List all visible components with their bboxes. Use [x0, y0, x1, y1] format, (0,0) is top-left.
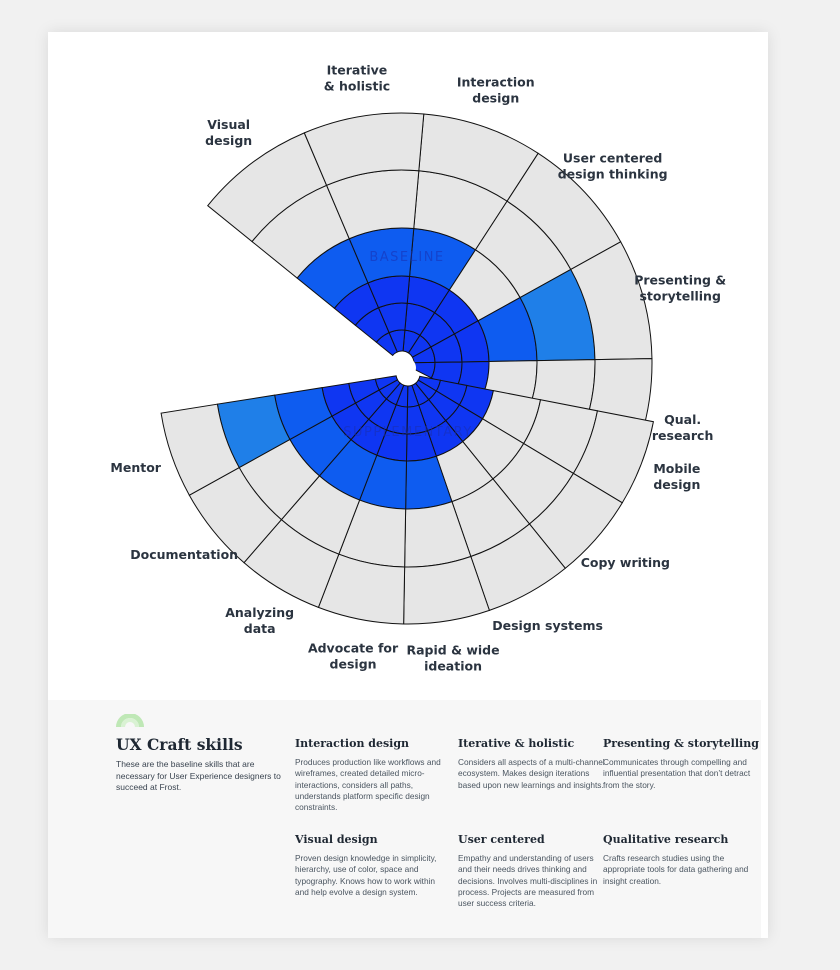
skill-description: Crafts research studies using the approp…	[603, 853, 749, 886]
wheel-label: Mobile design	[653, 461, 700, 492]
baseline-caption: BASELINE	[369, 250, 444, 265]
wheel-label: Mentor	[110, 460, 161, 475]
wheel-label: Analyzing data	[225, 605, 294, 636]
wheel-label: Presenting & storytelling	[634, 272, 726, 303]
skill-description: Empathy and understanding of users and t…	[458, 853, 598, 909]
wheel-segment-copy-writing	[414, 379, 623, 569]
skill-title: Visual design	[295, 833, 378, 846]
skill-card-iterative-holistic: Iterative & holistic Considers all aspec…	[458, 737, 608, 791]
wheel-label: Copy writing	[581, 555, 670, 570]
brand-mark-icon	[116, 714, 144, 727]
skill-title: Iterative & holistic	[458, 737, 575, 750]
wheel-segment-rapid-and-wide-ideation	[403, 384, 491, 625]
wheel-label: User centered design thinking	[558, 151, 668, 182]
wheel-segment-user-centered-design-thinking	[407, 152, 622, 358]
wheel-segment-documentation	[188, 379, 401, 564]
supplementary-caption: SUPPLEMENTARY	[343, 425, 473, 440]
skill-title: User centered	[458, 833, 545, 846]
skill-title: Presenting & storytelling	[603, 737, 759, 750]
wheel-label: Qual. research	[652, 412, 713, 443]
wheel-cell	[160, 403, 240, 496]
wheel-segment-design-systems	[411, 382, 567, 612]
wheel-cell	[303, 112, 425, 186]
skill-card-presenting-storytelling: Presenting & storytelling Communicates t…	[603, 737, 759, 791]
wheel-cell	[412, 361, 436, 379]
skill-description: Proven design knowledge in simplicity, h…	[295, 853, 437, 897]
skill-card-visual-design: Visual design Proven design knowledge in…	[295, 833, 445, 898]
skill-description: Communicates through compelling and infl…	[603, 757, 751, 790]
wheel-label: Documentation	[130, 547, 238, 562]
wheel-segment-iterative-and-holistic	[303, 112, 425, 353]
wheel-label: Rapid & wide ideation	[406, 642, 499, 673]
info-title: UX Craft skills	[116, 735, 243, 754]
wheel-segment-mobile-design	[417, 375, 654, 504]
skill-description: Considers all aspects of a multi-channel…	[458, 757, 605, 790]
wheel-label: Design systems	[492, 618, 603, 633]
wheel-label: Advocate for design	[308, 641, 399, 672]
skill-description: Produces production like workflows and w…	[295, 757, 441, 813]
skill-card-qualitative-research: Qualitative research Crafts research stu…	[603, 833, 753, 887]
wheel-center	[394, 357, 416, 379]
skills-wheel: Interaction design User centered design thi…	[110, 63, 726, 674]
wheel-label: Visual design	[205, 117, 252, 148]
skill-title: Qualitative research	[603, 833, 729, 846]
wheel-segment-mentor	[160, 375, 399, 496]
skill-card-interaction-design: Interaction design Produces production l…	[295, 737, 445, 813]
skill-card-user-centered: User centered Empathy and understanding …	[458, 833, 608, 909]
wheel-segment-presenting-and-storytelling	[411, 241, 653, 364]
skill-title: Interaction design	[295, 737, 410, 750]
wheel-label: Interaction design	[457, 75, 535, 106]
wheel-label: Iterative & holistic	[324, 63, 390, 94]
info-panel: UX Craft skills These are the baseline s…	[48, 700, 761, 938]
info-intro: These are the baseline skills that are n…	[116, 759, 281, 792]
